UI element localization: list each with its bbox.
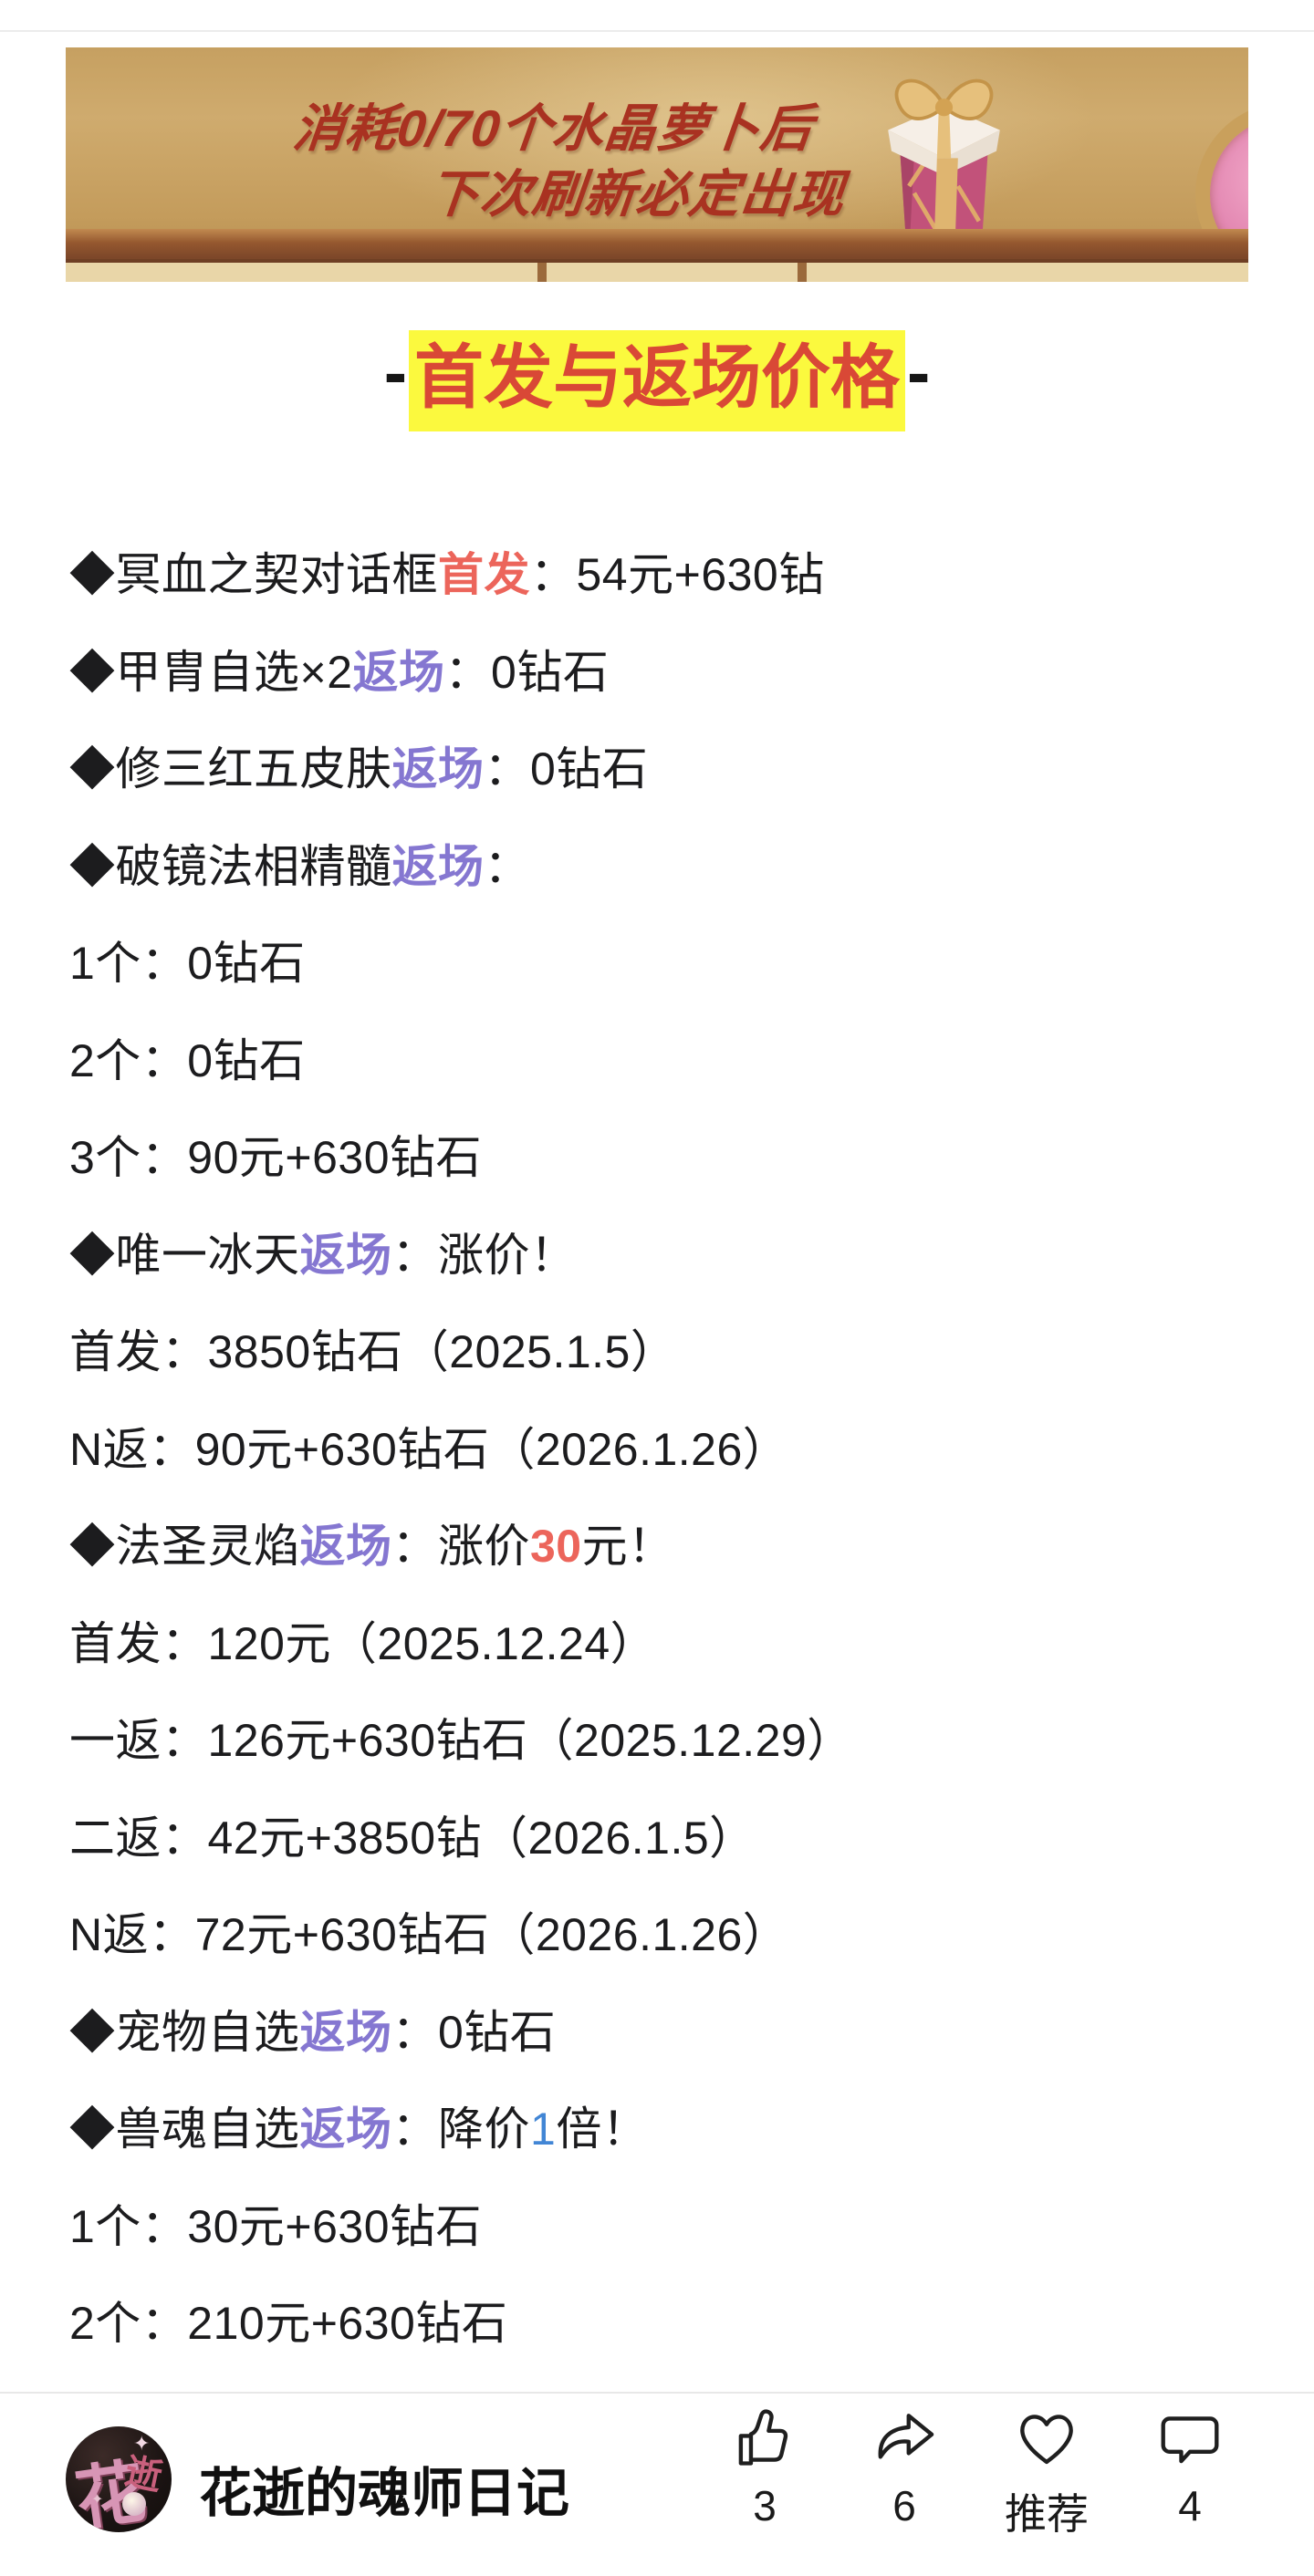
price-line-segment: 首发：3850钻石（2025.1.5）: [69, 1326, 677, 1377]
avatar-sparkle-icon: ✦: [91, 2492, 104, 2508]
price-line: ◆破镜法相精髓返场：: [69, 818, 1292, 916]
action-heart[interactable]: 推荐: [974, 2403, 1120, 2541]
price-line-segment: ◆唯一冰天: [69, 1229, 300, 1281]
price-line-segment: ：降价: [391, 2103, 530, 2155]
price-line-segment: 返场: [299, 2103, 392, 2155]
price-line-segment: ◆破镜法相精髓: [69, 840, 392, 892]
price-line-segment: ：: [484, 840, 530, 892]
price-line-segment: ：0钻石: [391, 2006, 557, 2058]
price-line: ◆甲胄自选×2返场：0钻石: [69, 624, 1292, 722]
price-line-segment: ：涨价: [391, 1521, 530, 1572]
price-line-segment: 返场: [391, 743, 485, 795]
price-line: ◆法圣灵焰返场：涨价30元！: [69, 1498, 1292, 1595]
price-line-segment: ◆兽魂自选: [69, 2103, 300, 2155]
price-line: 一返：126元+630钻石（2025.12.29）: [69, 1692, 1292, 1790]
banner-text-line2: 下次刷新必定出现: [425, 165, 848, 223]
price-line-segment: 倍！: [556, 2103, 649, 2155]
price-line: 1个：0钻石: [69, 915, 1292, 1013]
price-line-segment: ◆甲胄自选×2: [69, 646, 353, 698]
price-line: N返：90元+630钻石（2026.1.26）: [69, 1401, 1292, 1499]
price-line: 首发：3850钻石（2025.1.5）: [69, 1304, 1292, 1401]
price-line: 2个：0钻石: [69, 1013, 1292, 1110]
action-label: 3: [753, 2482, 777, 2529]
price-line: 2个：210元+630钻石: [69, 2275, 1292, 2373]
price-line: N返：72元+630钻石（2026.1.26）: [69, 1886, 1292, 1984]
price-line: 1个：30元+630钻石: [69, 2178, 1292, 2276]
author-name[interactable]: 花逝的魂师日记: [199, 2464, 570, 2523]
price-line: 首发：120元（2025.12.24）: [69, 1595, 1292, 1693]
avatar-sparkle-icon: ✦: [133, 2432, 151, 2455]
price-line-segment: 2个：210元+630钻石: [69, 2298, 508, 2349]
price-line-segment: ◆宠物自选: [69, 2006, 300, 2058]
action-thumbs-up[interactable]: 3: [692, 2403, 838, 2530]
price-line-segment: 返场: [352, 646, 445, 698]
heart-icon: [1020, 2415, 1073, 2465]
footer-divider: [0, 2392, 1314, 2394]
title-highlight-text: 首发与返场价格: [409, 330, 905, 431]
price-line-segment: 返场: [299, 1521, 392, 1572]
thumbs-up-icon: [738, 2409, 788, 2466]
price-line: ◆唯一冰天返场：涨价！: [69, 1207, 1292, 1304]
price-line-segment: N返：72元+630钻石（2026.1.26）: [69, 1909, 789, 1960]
price-line-segment: 2个：0钻石: [69, 1034, 306, 1086]
price-line-segment: ：涨价！: [391, 1229, 577, 1281]
title-dash-right: -: [907, 334, 931, 411]
price-line-segment: N返：90元+630钻石（2026.1.26）: [69, 1423, 789, 1475]
price-line-segment: 1: [530, 2103, 557, 2155]
price-line-segment: ：0钻石: [444, 646, 610, 698]
action-label: 推荐: [1005, 2490, 1089, 2538]
price-line: 二返：42元+3850钻（2026.1.5）: [69, 1790, 1292, 1887]
price-line-segment: 返场: [299, 1229, 392, 1281]
price-line: ◆冥血之契对话框首发：54元+630钻: [69, 526, 1292, 624]
action-comment[interactable]: 4: [1117, 2403, 1263, 2530]
action-label: 6: [892, 2482, 916, 2529]
price-line-segment: 二返：42元+3850钻（2026.1.5）: [69, 1812, 756, 1864]
price-line-segment: 1个：30元+630钻石: [69, 2200, 483, 2252]
price-line: ◆宠物自选返场：0钻石: [69, 1984, 1292, 2082]
price-line-segment: 1个：0钻石: [69, 938, 306, 989]
price-line-segment: 一返：126元+630钻石（2025.12.29）: [69, 1715, 853, 1766]
price-list: ◆冥血之契对话框首发：54元+630钻 ◆甲胄自选×2返场：0钻石 ◆修三红五皮肤返…: [69, 526, 1292, 2373]
promo-banner-image: 消耗0/70个水晶萝卜后 下次刷新必定出现: [66, 47, 1248, 282]
price-line-segment: 首发：120元（2025.12.24）: [69, 1617, 657, 1669]
price-line: ◆兽魂自选返场：降价1倍！: [69, 2081, 1292, 2178]
price-line-segment: ：0钻石: [484, 743, 649, 795]
price-line-segment: 3个：90元+630钻石: [69, 1132, 483, 1183]
page-title: - 首发与返场价格 -: [0, 321, 1314, 431]
banner-text-line1: 消耗0/70个水晶萝卜后: [290, 99, 816, 157]
price-line: ◆修三红五皮肤返场：0钻石: [69, 721, 1292, 818]
price-line-segment: 30: [530, 1521, 582, 1572]
avatar-badge: [122, 2492, 146, 2516]
price-line-segment: ：54元+630钻: [530, 549, 825, 600]
title-dash-left: -: [383, 334, 407, 411]
price-line-segment: 返场: [299, 2006, 392, 2058]
share-icon: [878, 2414, 934, 2459]
wooden-frame: [66, 229, 1248, 282]
action-share[interactable]: 6: [831, 2403, 977, 2530]
top-divider: [0, 30, 1314, 32]
price-line-segment: ◆修三红五皮肤: [69, 743, 392, 795]
price-line-segment: ◆冥血之契对话框: [69, 549, 438, 600]
action-label: 4: [1178, 2482, 1202, 2529]
author-avatar[interactable]: 花 逝 ✦ ✦: [66, 2426, 172, 2532]
price-line: 3个：90元+630钻石: [69, 1109, 1292, 1207]
comment-icon: [1161, 2416, 1219, 2464]
price-line-segment: 返场: [391, 840, 485, 892]
price-line-segment: 首发: [438, 549, 530, 600]
price-line-segment: ◆法圣灵焰: [69, 1521, 300, 1572]
price-line-segment: 元！: [581, 1521, 674, 1572]
